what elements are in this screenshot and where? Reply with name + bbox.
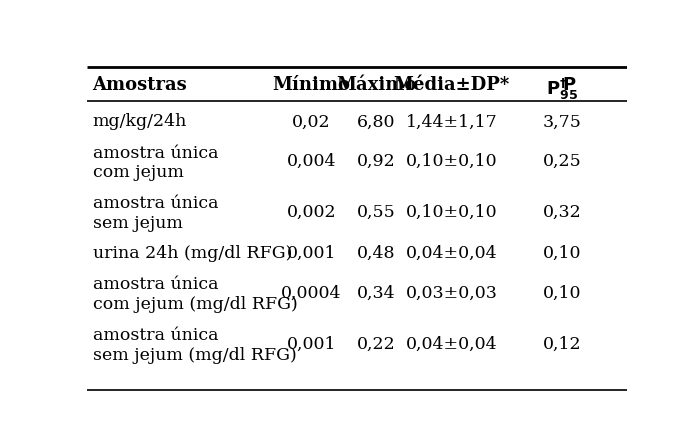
Text: 0,10±0,10: 0,10±0,10 [406,153,498,170]
Text: 0,004: 0,004 [286,153,336,170]
Text: 0,04±0,04: 0,04±0,04 [406,336,498,353]
Text: 0,002: 0,002 [286,204,336,221]
Text: 0,32: 0,32 [543,204,582,221]
Text: 0,03±0,03: 0,03±0,03 [406,285,498,302]
Text: sem jejum: sem jejum [93,215,183,232]
Text: amostra única: amostra única [93,145,218,161]
Text: 0,55: 0,55 [357,204,395,221]
Text: 0,10±0,10: 0,10±0,10 [406,204,498,221]
Text: 3,75: 3,75 [543,113,582,130]
Text: 0,001: 0,001 [286,245,336,262]
Text: Amostras: Amostras [93,76,187,94]
Text: Média±DP*: Média±DP* [394,76,510,94]
Text: urina 24h (mg/dl RFG): urina 24h (mg/dl RFG) [93,245,292,262]
Text: 0,12: 0,12 [543,336,582,353]
Text: 0,25: 0,25 [543,153,582,170]
Text: mg/kg/24h: mg/kg/24h [93,113,187,130]
Text: 0,10: 0,10 [543,245,582,262]
Text: $\mathbf{P}$: $\mathbf{P}$ [562,76,577,94]
Text: 0,22: 0,22 [357,336,395,353]
Text: amostra única: amostra única [93,277,218,293]
Text: 0,34: 0,34 [357,285,395,302]
Text: com jejum: com jejum [93,165,183,182]
Text: com jejum (mg/dl RFG): com jejum (mg/dl RFG) [93,296,298,314]
Text: 0,04±0,04: 0,04±0,04 [406,245,498,262]
Text: 6,80: 6,80 [357,113,395,130]
Text: $\bf{P}_{95}^{\dagger}$: $\bf{P}_{95}^{\dagger}$ [546,76,579,102]
Text: 0,48: 0,48 [357,245,395,262]
Text: 0,92: 0,92 [357,153,395,170]
Text: 0,10: 0,10 [543,285,582,302]
Text: amostra única: amostra única [93,327,218,344]
Text: Mínimo: Mínimo [273,76,351,94]
Text: 1,44±1,17: 1,44±1,17 [406,113,498,130]
Text: 0,02: 0,02 [292,113,330,130]
Text: sem jejum (mg/dl RFG): sem jejum (mg/dl RFG) [93,347,296,364]
Text: 0,0004: 0,0004 [281,285,342,302]
Text: Máximo: Máximo [336,76,416,94]
Text: amostra única: amostra única [93,195,218,212]
Text: 0,001: 0,001 [286,336,336,353]
